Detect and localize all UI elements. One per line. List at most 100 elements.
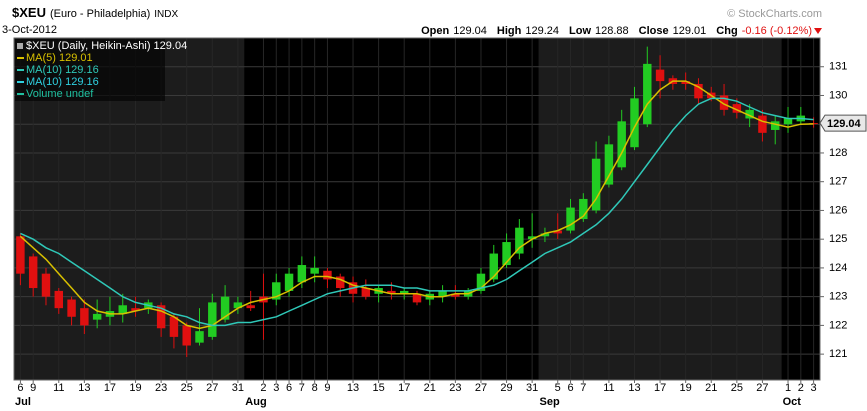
y-tick-label: 122 bbox=[829, 319, 847, 331]
x-tick-label: 9 bbox=[30, 382, 36, 394]
x-tick-label: 27 bbox=[756, 382, 768, 394]
candle-body bbox=[617, 121, 626, 168]
x-tick-label: 2 bbox=[798, 382, 804, 394]
candle-body bbox=[719, 95, 729, 110]
price-marker-label: 129.04 bbox=[827, 118, 862, 130]
candle-body bbox=[336, 276, 345, 289]
candle-body bbox=[515, 227, 524, 254]
candle-body bbox=[451, 293, 460, 297]
legend-entry: $XEU (Daily, Heikin-Ashi) 129.04 bbox=[26, 40, 187, 52]
candle-body bbox=[438, 290, 447, 297]
candle-body bbox=[527, 236, 537, 240]
candle-body bbox=[41, 273, 51, 297]
quote-value: -0.16 (-0.12%) bbox=[742, 25, 812, 37]
candle-body bbox=[502, 242, 511, 266]
legend-value: 129.01 bbox=[59, 52, 93, 64]
candle-body bbox=[387, 290, 396, 294]
plot-frame bbox=[13, 37, 821, 381]
candle-body bbox=[246, 305, 255, 309]
y-tick-label: 130 bbox=[829, 89, 847, 101]
candle-body bbox=[92, 313, 102, 320]
candle-body bbox=[540, 233, 550, 237]
candle-body bbox=[361, 288, 371, 297]
axes: JulAugSepOct1211221231241251261271281291… bbox=[15, 61, 867, 408]
x-tick-label: 13 bbox=[628, 382, 640, 394]
candle-body bbox=[809, 123, 818, 125]
candle-body bbox=[297, 265, 307, 283]
candle-body bbox=[67, 299, 76, 317]
x-tick-label: 3 bbox=[273, 382, 279, 394]
candle-body bbox=[604, 144, 614, 185]
x-tick-label: 19 bbox=[680, 382, 692, 394]
candle-body bbox=[28, 256, 38, 289]
y-tick-label: 126 bbox=[829, 204, 847, 216]
quote-value: 129.24 bbox=[525, 25, 559, 37]
x-tick-label: 25 bbox=[731, 382, 743, 394]
candle-body bbox=[783, 118, 793, 125]
candle-body bbox=[412, 293, 422, 303]
candle-body bbox=[310, 267, 319, 274]
quote-value: 128.88 bbox=[595, 25, 629, 37]
x-tick-label: 7 bbox=[580, 382, 586, 394]
legend-entry: MA(10) 129.16 bbox=[26, 76, 99, 88]
candle-body bbox=[643, 63, 652, 125]
candle-body bbox=[489, 253, 498, 280]
x-tick-label: 11 bbox=[603, 382, 614, 394]
x-tick-label: 31 bbox=[232, 382, 244, 394]
quote-label: Chg bbox=[716, 25, 737, 37]
date: 3-Oct-2012 bbox=[2, 24, 57, 36]
x-tick-label: 6 bbox=[567, 382, 573, 394]
legend-entry: MA(10) 129.16 bbox=[26, 64, 99, 76]
x-tick-label: 21 bbox=[705, 382, 717, 394]
quote-label: Open bbox=[421, 25, 449, 37]
candle-body bbox=[681, 81, 690, 84]
legend-value: 129.16 bbox=[65, 64, 99, 76]
month-label: Aug bbox=[245, 396, 266, 408]
month-label: Oct bbox=[783, 396, 802, 408]
x-tick-label: 5 bbox=[555, 382, 561, 394]
candle-body bbox=[284, 273, 294, 291]
x-tick-label: 31 bbox=[526, 382, 538, 394]
x-tick-label: 9 bbox=[324, 382, 330, 394]
candle-body bbox=[182, 325, 191, 346]
y-tick-label: 127 bbox=[829, 176, 847, 188]
candle-body bbox=[54, 290, 63, 309]
legend-entry: Volume undef bbox=[26, 88, 94, 100]
quote-value: 129.04 bbox=[453, 25, 487, 37]
x-tick-label: 17 bbox=[398, 382, 410, 394]
legend-name: MA(5) bbox=[26, 52, 56, 64]
x-tick-label: 6 bbox=[286, 382, 292, 394]
x-tick-label: 1 bbox=[785, 382, 791, 394]
x-tick-label: 23 bbox=[155, 382, 167, 394]
legend-box bbox=[15, 39, 165, 101]
legend-icon bbox=[17, 43, 23, 49]
y-tick-label: 121 bbox=[829, 348, 847, 360]
x-tick-label: 7 bbox=[299, 382, 305, 394]
candle-body bbox=[233, 302, 243, 309]
legend-entry: MA(5) 129.01 bbox=[26, 52, 93, 64]
candle-body bbox=[579, 198, 588, 220]
quote-label: Low bbox=[569, 25, 591, 37]
candle-body bbox=[591, 158, 601, 211]
candle-body bbox=[323, 270, 332, 280]
x-tick-label: 8 bbox=[312, 382, 318, 394]
x-tick-label: 25 bbox=[181, 382, 193, 394]
candle-body bbox=[118, 305, 127, 314]
x-tick-label: 13 bbox=[347, 382, 359, 394]
y-tick-label: 124 bbox=[829, 262, 847, 274]
x-tick-label: 17 bbox=[104, 382, 116, 394]
quote-label: High bbox=[497, 25, 522, 37]
candle-body bbox=[694, 83, 703, 99]
x-tick-label: 2 bbox=[260, 382, 266, 394]
x-tick-label: 21 bbox=[424, 382, 436, 394]
price-marker bbox=[819, 114, 867, 132]
marks bbox=[16, 46, 818, 358]
candle-body bbox=[630, 98, 639, 148]
candle-body bbox=[272, 282, 281, 300]
symbol: $XEU bbox=[12, 5, 46, 20]
candle-body bbox=[476, 273, 486, 291]
copyright: © StockCharts.com bbox=[727, 8, 822, 20]
candle-body bbox=[131, 308, 140, 312]
